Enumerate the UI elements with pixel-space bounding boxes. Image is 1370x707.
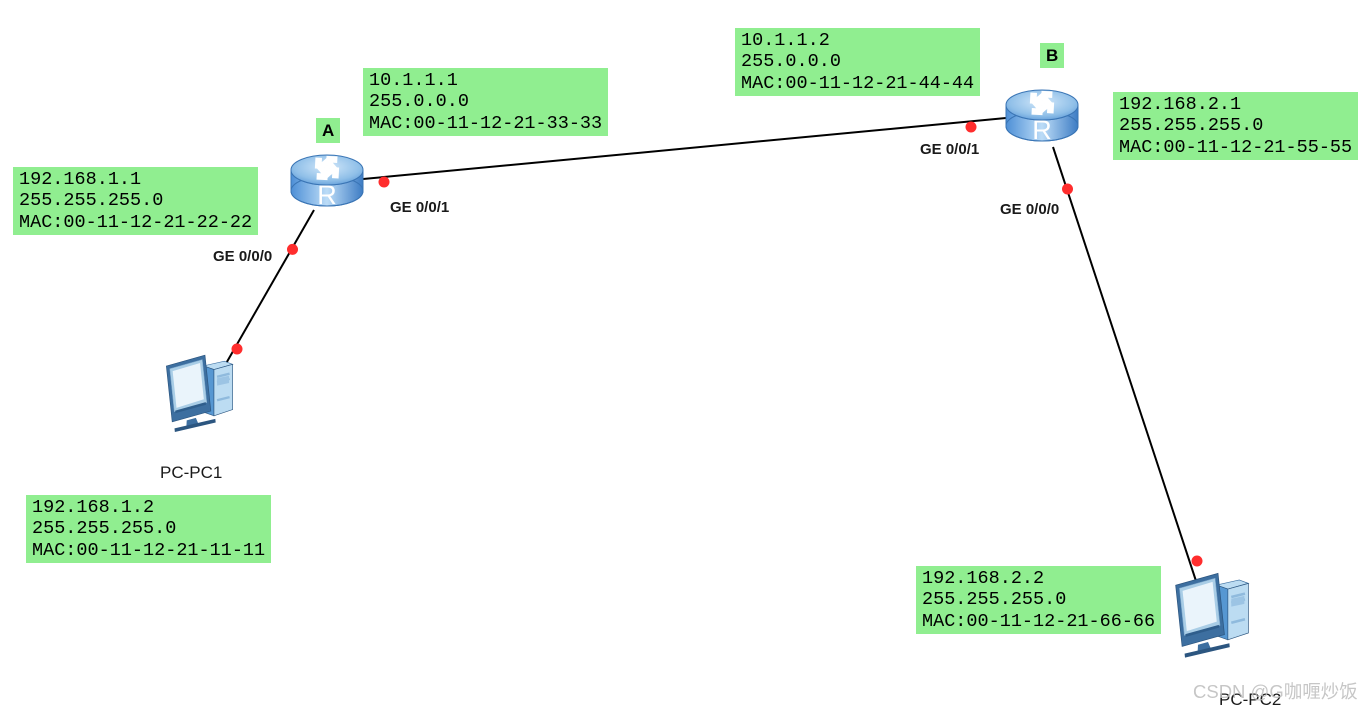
svg-text:R: R (1032, 115, 1052, 145)
svg-text:R: R (317, 180, 337, 210)
